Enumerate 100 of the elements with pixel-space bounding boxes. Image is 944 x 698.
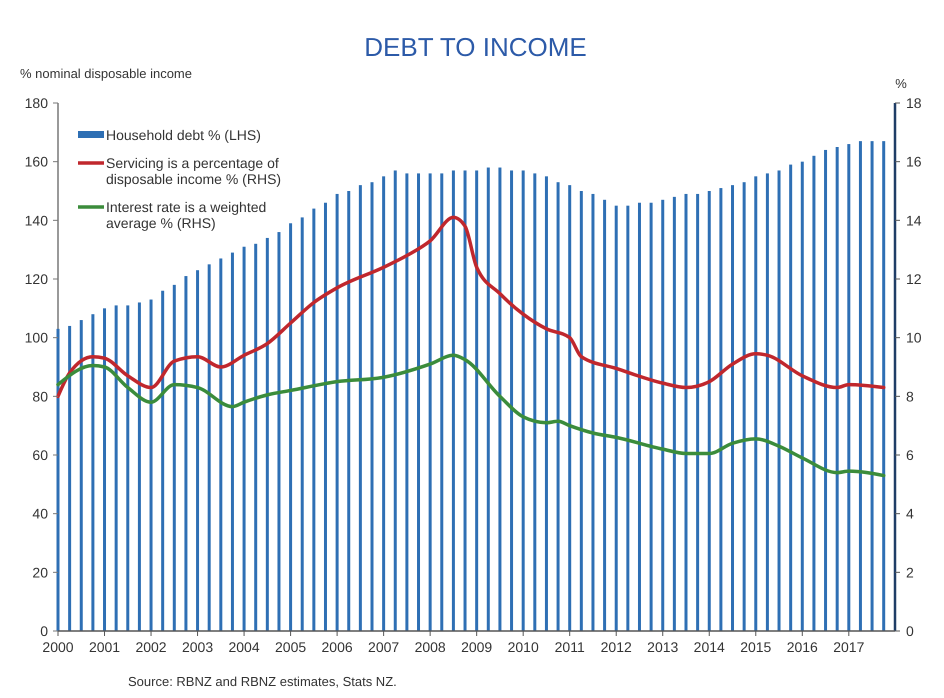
bar xyxy=(626,206,630,631)
bar xyxy=(672,196,676,631)
bar xyxy=(544,176,548,631)
y-tick-label: 80 xyxy=(32,388,48,404)
bar xyxy=(242,246,246,631)
x-tick-label: 2008 xyxy=(414,639,446,655)
bar xyxy=(324,202,327,631)
bar xyxy=(184,276,188,631)
y-tick-label: 60 xyxy=(32,447,48,463)
bar xyxy=(91,314,94,631)
line-series xyxy=(56,216,886,398)
bar xyxy=(650,202,653,631)
x-tick-label: 2010 xyxy=(508,639,539,655)
bar xyxy=(336,194,339,631)
y2-tick-label: 8 xyxy=(906,388,914,404)
chart-title: DEBT TO INCOME xyxy=(364,32,587,62)
bar xyxy=(614,206,618,631)
x-tick-label: 2001 xyxy=(88,639,120,655)
x-tick-label: 2003 xyxy=(182,639,214,655)
bar xyxy=(603,200,606,631)
bar xyxy=(719,188,722,631)
bar xyxy=(277,232,280,631)
bar xyxy=(394,170,397,631)
bar xyxy=(428,173,432,631)
bar xyxy=(533,173,536,631)
bar xyxy=(789,164,792,631)
bar xyxy=(452,170,455,631)
y-tick-label: 20 xyxy=(32,564,48,580)
y-tick-label: 0 xyxy=(40,623,48,639)
bar xyxy=(568,185,572,631)
bar xyxy=(358,185,362,631)
bar xyxy=(638,202,641,631)
bar xyxy=(847,144,850,631)
y-axis-title: % nominal disposable income xyxy=(20,66,192,81)
x-tick-label: 2017 xyxy=(833,639,865,655)
bar xyxy=(196,270,200,631)
bar xyxy=(812,156,816,631)
y2-tick-label: 6 xyxy=(906,447,914,463)
x-tick-label: 2014 xyxy=(694,639,726,655)
bar xyxy=(138,302,141,631)
bar xyxy=(103,308,106,631)
y-tick-label: 180 xyxy=(24,95,48,111)
bar xyxy=(580,191,583,631)
x-tick-label: 2013 xyxy=(647,639,679,655)
x-tick-label: 2007 xyxy=(368,639,400,655)
x-tick-label: 2016 xyxy=(786,639,818,655)
x-tick-label: 2012 xyxy=(600,639,632,655)
bar xyxy=(161,290,164,631)
legend-label: Household debt % (LHS) xyxy=(106,127,261,143)
bar xyxy=(778,170,781,631)
bar xyxy=(498,168,502,631)
y2-tick-label: 18 xyxy=(906,95,922,111)
y-tick-label: 160 xyxy=(24,154,48,170)
bar xyxy=(300,217,304,631)
bar xyxy=(464,170,467,631)
x-tick-label: 2015 xyxy=(740,639,772,655)
bar xyxy=(382,176,386,631)
legend-label: Servicing is a percentage of disposable income % (RHS) xyxy=(106,155,282,187)
x-tick-label: 2009 xyxy=(461,639,492,655)
x-tick-label: 2000 xyxy=(42,639,74,655)
y2-tick-label: 4 xyxy=(906,506,914,522)
bar xyxy=(766,173,769,631)
line-series xyxy=(56,354,886,478)
bar xyxy=(800,162,804,631)
y-tick-label: 120 xyxy=(24,271,48,287)
y2-tick-label: 0 xyxy=(906,623,914,639)
bar xyxy=(882,141,886,631)
bar xyxy=(347,191,350,631)
x-tick-label: 2002 xyxy=(135,639,167,655)
bar xyxy=(114,305,118,631)
bar xyxy=(486,168,490,631)
bar xyxy=(661,200,664,631)
x-tick-label: 2005 xyxy=(275,639,306,655)
bar xyxy=(172,284,176,631)
y-tick-label: 140 xyxy=(24,212,48,228)
bar xyxy=(591,194,594,631)
bar xyxy=(870,141,874,631)
bar xyxy=(150,300,153,631)
bar xyxy=(824,150,828,631)
bar xyxy=(858,141,862,631)
bar xyxy=(254,244,258,631)
legend-label: Interest rate is a weighted average % (RHS) xyxy=(106,199,266,231)
y2-tick-label: 10 xyxy=(906,330,922,346)
y2-tick-label: 2 xyxy=(906,564,914,580)
bar xyxy=(731,185,734,631)
bar xyxy=(289,223,292,631)
x-tick-label: 2011 xyxy=(554,639,585,655)
bar xyxy=(754,176,758,631)
y-tick-label: 100 xyxy=(24,330,48,346)
bar xyxy=(440,173,444,631)
bar xyxy=(208,264,211,631)
bar xyxy=(312,208,316,631)
bar xyxy=(510,170,514,631)
bar xyxy=(522,170,525,631)
bar xyxy=(475,170,478,631)
x-tick-label: 2004 xyxy=(228,639,260,655)
bar xyxy=(56,328,60,631)
bar xyxy=(742,182,746,631)
y2-tick-label: 12 xyxy=(906,271,922,287)
bar xyxy=(836,147,839,631)
